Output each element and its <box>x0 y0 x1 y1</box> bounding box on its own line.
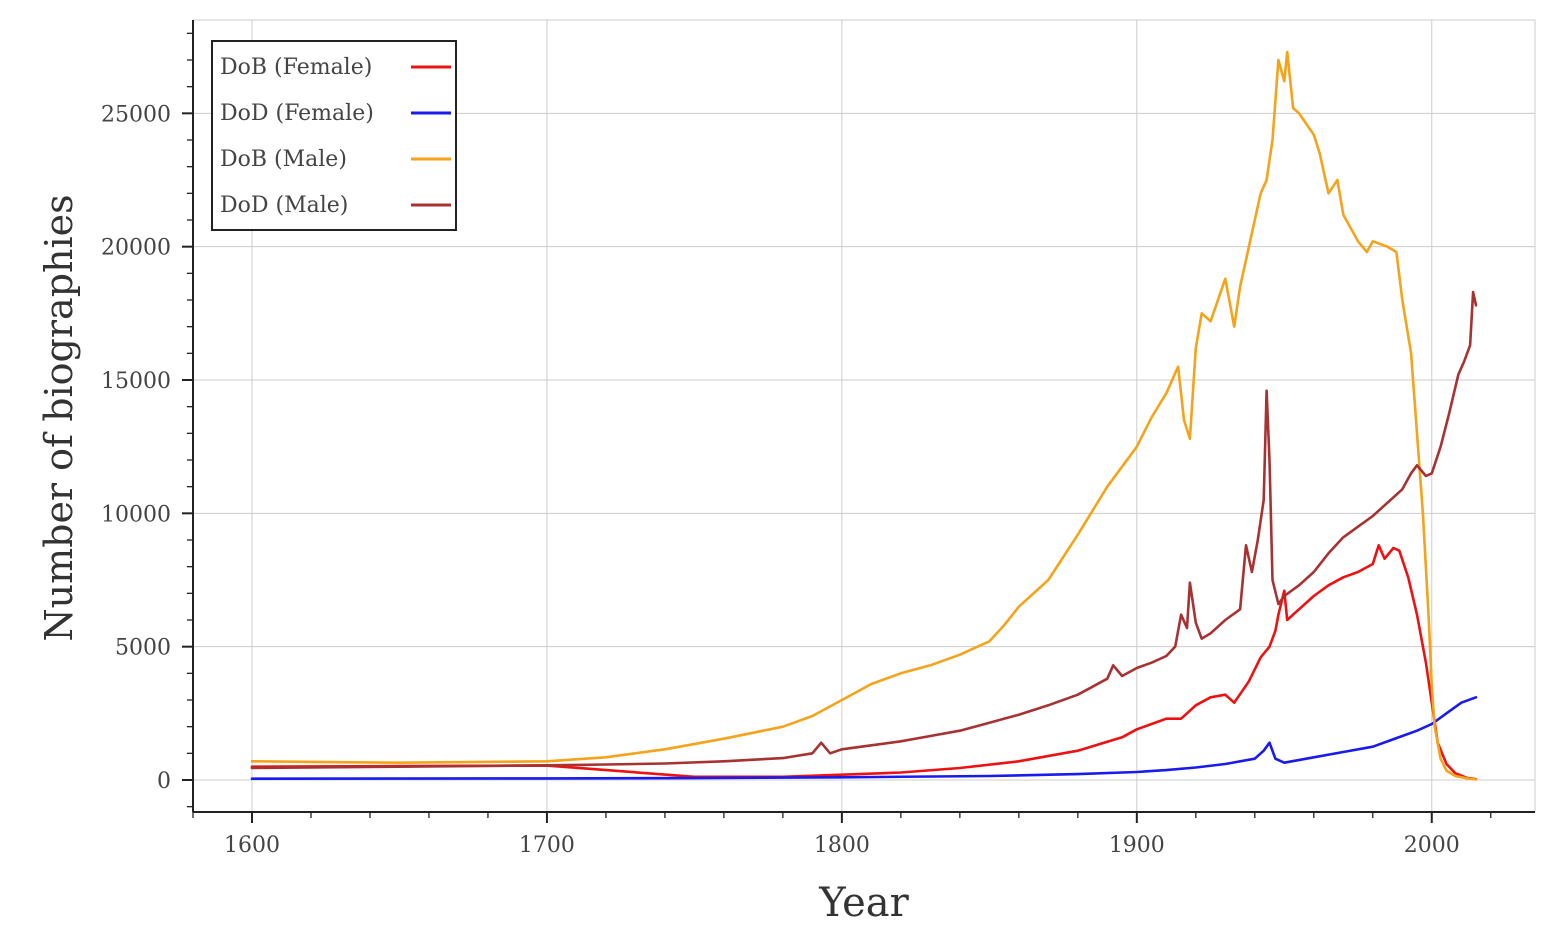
x-axis-title: Year <box>818 880 909 926</box>
y-tick-label: 15000 <box>101 369 171 394</box>
x-tick-label: 1900 <box>1109 833 1165 858</box>
y-tick-label: 5000 <box>115 636 171 661</box>
x-tick-label: 1600 <box>224 833 280 858</box>
series-lines <box>250 50 1478 781</box>
legend: DoB (Female) DoD (Female) DoB (Male) DoD (M… <box>211 40 457 231</box>
legend-label-2: DoD (Female) <box>220 101 374 126</box>
y-tick-label: 10000 <box>101 502 171 527</box>
x-tick-label: 2000 <box>1404 833 1460 858</box>
series-line-1 <box>250 543 1478 781</box>
legend-label-1: DoB (Female) <box>220 55 372 80</box>
x-tick-label: 1700 <box>519 833 575 858</box>
x-tick-label: 1800 <box>814 833 870 858</box>
y-axis-title: Number of biographies <box>37 194 81 641</box>
legend-label-3: DoB (Male) <box>220 147 347 172</box>
y-tick-label: 25000 <box>101 102 171 127</box>
axes <box>182 20 1535 823</box>
legend-box <box>211 40 457 231</box>
y-tick-label: 20000 <box>101 236 171 261</box>
series-line-3 <box>250 50 1478 781</box>
tick-labels: 1600 1700 1800 1900 200005000100001500020000… <box>101 102 1460 858</box>
series-line-2 <box>250 695 1478 781</box>
legend-label-4: DoD (Male) <box>220 193 348 218</box>
y-tick-label: 0 <box>157 769 171 794</box>
series-line-4 <box>250 290 1478 770</box>
